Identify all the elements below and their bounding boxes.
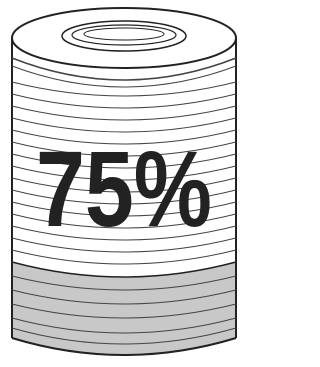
can-infographic: 75% xyxy=(0,0,248,367)
can-fill xyxy=(12,262,236,355)
can-lid xyxy=(12,8,236,68)
percent-label: 75% xyxy=(36,128,212,249)
